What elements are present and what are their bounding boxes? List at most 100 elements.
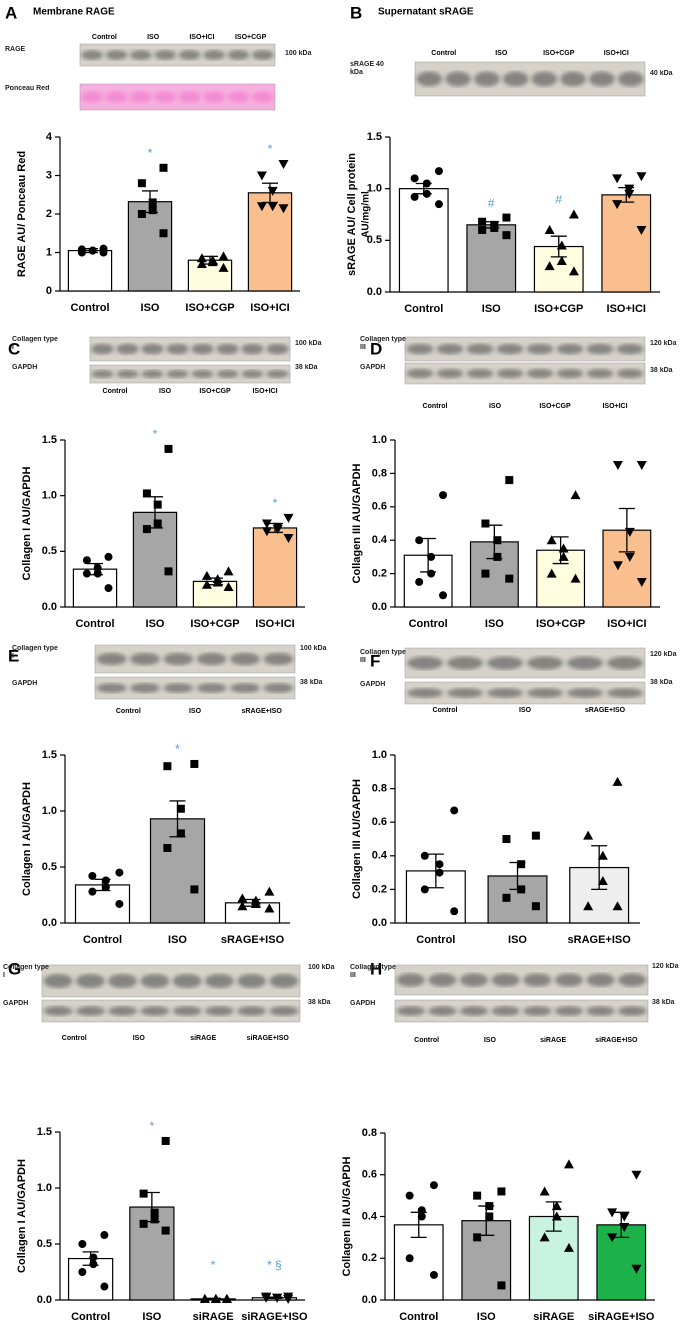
significance-mark: * § <box>267 1258 282 1272</box>
data-point <box>89 1260 98 1269</box>
blot-band <box>527 688 563 698</box>
data-point <box>429 1270 438 1279</box>
data-point <box>490 223 499 232</box>
data-point <box>583 901 594 911</box>
x-tick-label: ISO <box>168 934 187 946</box>
blot-band <box>251 91 274 103</box>
x-tick-label: ISO <box>477 1311 496 1323</box>
data-point <box>115 899 124 908</box>
blot-band <box>447 688 483 698</box>
blot-band <box>178 91 201 103</box>
blot-band <box>108 1006 138 1016</box>
y-axis-unit: AU/mg/ml <box>361 191 372 238</box>
y-tick-label: 0.8 <box>372 783 387 795</box>
significance-mark: * <box>273 496 278 510</box>
data-point <box>612 174 623 184</box>
y-axis-label: Collagen I AU/GAPDH <box>21 782 33 896</box>
blot-band <box>91 370 114 378</box>
data-point <box>272 1293 283 1303</box>
data-point <box>539 1232 550 1242</box>
data-point <box>153 519 162 528</box>
data-point <box>256 171 267 181</box>
data-point <box>410 192 419 201</box>
y-tick-label: 0.6 <box>362 1169 377 1181</box>
blot-band <box>227 50 250 60</box>
error-bar <box>591 845 608 891</box>
data-point <box>422 189 431 198</box>
x-tick-label: ISO <box>482 303 501 315</box>
x-tick-label: ISO+ICI <box>255 618 294 630</box>
blot-band <box>172 1006 202 1016</box>
lane-label: ISO+CGP <box>539 403 571 410</box>
size-label: 100 kDa <box>285 50 312 57</box>
blot-band <box>75 973 105 989</box>
band-label: Collagen type III <box>350 964 396 979</box>
blot-band <box>554 1006 584 1016</box>
data-point <box>139 1189 148 1198</box>
data-point <box>624 527 635 537</box>
blot-band <box>586 973 615 987</box>
x-tick-label: ISO+ICI <box>607 618 646 630</box>
data-point <box>159 229 168 238</box>
data-point <box>250 898 261 908</box>
data-point <box>450 806 459 815</box>
blot-band <box>436 368 464 379</box>
data-point <box>99 248 108 257</box>
data-point <box>196 253 207 263</box>
data-point <box>473 1191 482 1200</box>
blot-band <box>251 50 274 60</box>
data-point <box>148 206 157 215</box>
band-label-box: GAPDH <box>350 1000 375 1007</box>
y-tick-label: 1.0 <box>367 183 382 195</box>
data-point <box>142 525 151 534</box>
data-point <box>137 210 146 218</box>
band-label: GAPDH <box>3 1000 29 1007</box>
data-point <box>153 500 162 509</box>
blot-band <box>81 91 104 103</box>
band-label-box: GAPDH <box>3 1000 29 1007</box>
y-tick-label: 1.5 <box>367 131 382 143</box>
size-label-box: 38 kDa <box>650 367 673 374</box>
y-axis-label: Collagen III AU/GAPDH <box>341 1156 353 1276</box>
size-label: 38 kDa <box>650 367 673 374</box>
blot-strip <box>94 644 296 674</box>
blot-band <box>269 973 299 989</box>
data-point <box>631 1264 642 1274</box>
significance-mark: * <box>175 742 180 756</box>
size-label-box: 38 kDa <box>295 364 318 371</box>
data-point <box>539 1186 550 1196</box>
band-label-box: GAPDH <box>12 364 38 371</box>
data-point <box>405 1191 414 1200</box>
lane-label: ISO <box>519 707 532 714</box>
data-point <box>570 573 581 583</box>
data-point <box>93 564 102 573</box>
blot-band <box>527 656 563 670</box>
data-point <box>237 893 248 903</box>
blot-band <box>129 91 152 103</box>
size-label: 100 kDa <box>308 964 335 971</box>
significance-mark: # <box>488 196 495 210</box>
panel-letter: C <box>8 339 20 358</box>
band-label: GAPDH <box>12 364 38 371</box>
blot-band <box>141 370 164 378</box>
size-label: 100 kDa <box>295 340 322 347</box>
blot-band <box>526 368 554 379</box>
band-label: GAPDH <box>12 680 38 687</box>
band-label-box: Collagen type III <box>360 649 406 664</box>
data-point <box>163 843 172 852</box>
lane-label: Control <box>62 1035 87 1042</box>
data-point <box>137 179 146 188</box>
size-label-box: 120 kDa <box>650 651 676 658</box>
data-point <box>161 1136 170 1145</box>
data-point <box>544 261 555 271</box>
blot-band <box>230 652 260 666</box>
x-tick-label: Control <box>75 618 114 630</box>
band-label-box: Collagen type I <box>3 964 49 979</box>
blot-strip <box>404 681 646 705</box>
data-point <box>563 1159 574 1169</box>
data-point <box>164 444 173 453</box>
data-point <box>568 209 579 219</box>
data-point <box>196 259 207 269</box>
y-tick-label: 0.2 <box>362 1252 377 1264</box>
lane-label: ISO+ICI <box>604 50 629 57</box>
